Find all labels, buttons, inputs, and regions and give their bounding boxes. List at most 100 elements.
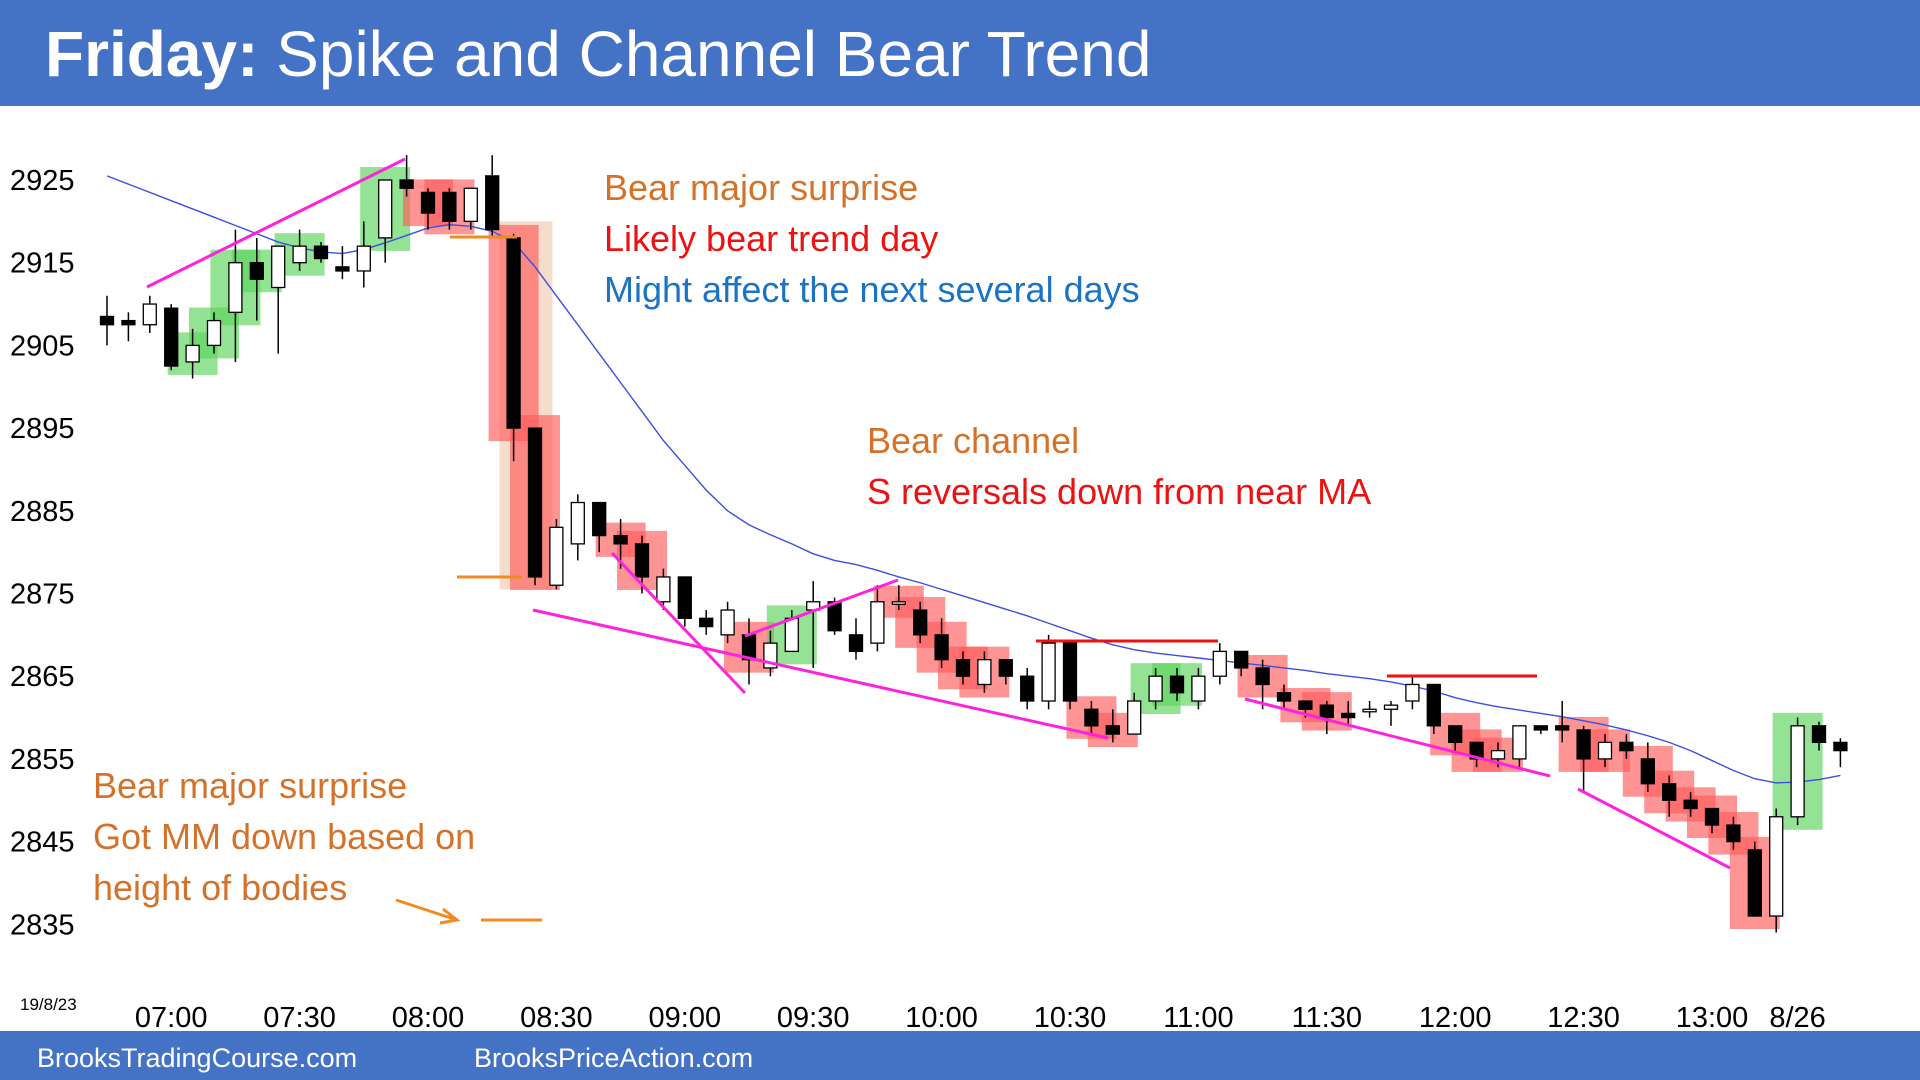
candle bbox=[228, 262, 243, 313]
candle bbox=[1512, 725, 1527, 760]
annotation-top-3: Might affect the next several days bbox=[604, 269, 1140, 310]
candle bbox=[1490, 749, 1506, 760]
candle bbox=[1062, 642, 1078, 702]
x-tick-label: 12:00 bbox=[1419, 1002, 1492, 1034]
x-tick-label: 10:30 bbox=[1034, 1002, 1107, 1034]
candle bbox=[185, 344, 200, 363]
candle bbox=[1127, 700, 1142, 735]
candles bbox=[99, 155, 1848, 933]
annotation-top-2: Likely bear trend day bbox=[604, 218, 939, 259]
candle bbox=[1704, 807, 1720, 826]
candle bbox=[1533, 725, 1548, 731]
candle bbox=[1426, 683, 1441, 727]
candle bbox=[677, 576, 692, 619]
measured-move-arrow bbox=[395, 898, 461, 925]
candle bbox=[442, 191, 457, 222]
x-axis: 07:00 07:30 08:00 08:30 09:00 09:30 10:00 10:30… bbox=[20, 995, 1826, 1034]
y-tick-label: 2925 bbox=[10, 165, 75, 197]
candle bbox=[1084, 708, 1099, 727]
y-tick-label: 2905 bbox=[10, 330, 75, 362]
candle bbox=[891, 601, 906, 605]
bull-trendline bbox=[146, 157, 406, 289]
candle bbox=[656, 576, 671, 603]
bear-channel-line bbox=[1244, 697, 1551, 778]
x-tick-label: 08:30 bbox=[520, 1002, 593, 1034]
x-tick-label: 08:00 bbox=[392, 1002, 465, 1034]
candle bbox=[142, 303, 157, 326]
y-tick-label: 2865 bbox=[10, 661, 75, 693]
candle bbox=[1597, 741, 1613, 760]
x-tick-label: 11:30 bbox=[1292, 1002, 1362, 1034]
footer-bar bbox=[0, 1031, 1920, 1080]
candle bbox=[121, 319, 136, 326]
candle bbox=[1362, 708, 1377, 713]
candle bbox=[784, 617, 799, 653]
candle bbox=[356, 245, 371, 272]
title-subtitle: Spike and Channel Bear Trend bbox=[276, 18, 1152, 90]
candle bbox=[271, 245, 286, 289]
moving-average-line bbox=[106, 175, 1841, 784]
candle bbox=[1833, 741, 1848, 752]
page-title: Friday: Spike and Channel Bear Trend bbox=[45, 14, 1151, 94]
annotation-mid-1: Bear channel bbox=[867, 420, 1080, 461]
x-tick-label: 07:30 bbox=[263, 1002, 336, 1034]
candle bbox=[549, 526, 564, 586]
candle bbox=[592, 501, 607, 537]
candle bbox=[634, 543, 650, 578]
pullback-line bbox=[744, 578, 899, 638]
candle bbox=[378, 179, 393, 239]
footer-link-trading-course[interactable]: BrooksTradingCourse.com bbox=[37, 1043, 358, 1073]
annotation-mid-2: S reversals down from near MA bbox=[867, 471, 1372, 512]
candle bbox=[1769, 816, 1784, 917]
annotation-top-1: Bear major surprise bbox=[604, 167, 919, 208]
candle bbox=[1619, 741, 1634, 752]
candle bbox=[1234, 650, 1249, 669]
candle bbox=[1298, 700, 1313, 710]
candle bbox=[1319, 704, 1334, 719]
candle bbox=[463, 187, 478, 223]
candle bbox=[998, 659, 1013, 677]
candle bbox=[1662, 783, 1677, 801]
header-bar bbox=[0, 0, 1920, 106]
candle bbox=[527, 427, 543, 578]
candle bbox=[1790, 725, 1805, 818]
annotation-bottom-1: Bear major surprise bbox=[93, 765, 408, 806]
y-tick-label: 2855 bbox=[10, 744, 75, 776]
moving-average bbox=[106, 175, 1841, 784]
candle bbox=[1212, 650, 1227, 677]
candle bbox=[699, 617, 714, 628]
candle bbox=[206, 319, 222, 347]
candle bbox=[913, 609, 928, 636]
candle bbox=[1255, 667, 1270, 686]
y-tick-label: 2875 bbox=[10, 579, 75, 611]
bear-channel-line bbox=[532, 608, 1109, 740]
y-tick-label: 2885 bbox=[10, 496, 75, 528]
candle bbox=[848, 634, 864, 653]
candle bbox=[1148, 675, 1163, 702]
candle bbox=[1020, 675, 1035, 702]
annotation-bottom-3: height of bodies bbox=[93, 867, 348, 908]
candle bbox=[1191, 675, 1206, 702]
candle bbox=[1683, 799, 1698, 810]
candle bbox=[399, 179, 414, 189]
chart-date-label: 19/8/23 bbox=[20, 995, 77, 1014]
footer-link-price-action[interactable]: BrooksPriceAction.com bbox=[474, 1043, 754, 1073]
candle bbox=[164, 307, 179, 367]
y-tick-label: 2845 bbox=[10, 827, 75, 859]
candle bbox=[613, 534, 628, 545]
x-tick-label: 10:00 bbox=[905, 1002, 978, 1034]
candle bbox=[292, 245, 307, 264]
candle bbox=[313, 245, 329, 260]
candle bbox=[1726, 824, 1741, 843]
spike-down-line bbox=[610, 551, 747, 695]
candle bbox=[720, 609, 735, 636]
y-axis: 2925 2915 2905 2895 2885 2875 2865 2855 2845 2835 bbox=[10, 165, 75, 941]
x-tick-label: 09:30 bbox=[777, 1002, 850, 1034]
candle bbox=[934, 634, 949, 661]
candle bbox=[1448, 725, 1463, 744]
candle bbox=[506, 237, 521, 429]
candle bbox=[570, 501, 585, 545]
candle bbox=[1555, 725, 1570, 731]
candle bbox=[870, 601, 885, 644]
trendlines bbox=[146, 157, 1731, 925]
